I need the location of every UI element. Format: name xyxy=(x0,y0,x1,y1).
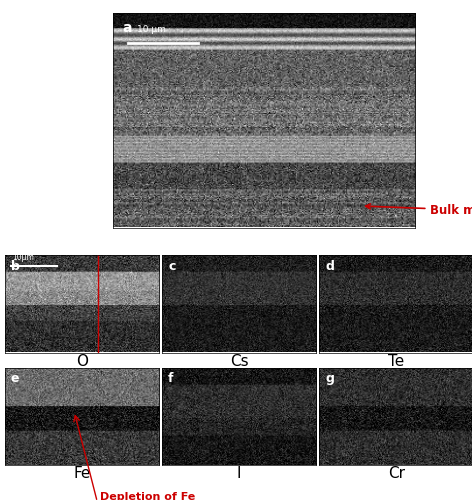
X-axis label: I: I xyxy=(237,466,241,481)
X-axis label: Cs: Cs xyxy=(230,354,248,369)
Text: f: f xyxy=(168,372,174,386)
Text: a: a xyxy=(122,21,132,35)
X-axis label: Cr: Cr xyxy=(388,466,405,481)
X-axis label: Te: Te xyxy=(388,354,405,369)
Text: c: c xyxy=(168,260,176,273)
Text: Depletion of Fe: Depletion of Fe xyxy=(101,492,196,500)
Text: Bulk material: Bulk material xyxy=(366,204,472,217)
Text: g: g xyxy=(325,372,334,386)
Text: e: e xyxy=(11,372,19,386)
Text: 10 μm: 10 μm xyxy=(137,25,166,34)
Text: b: b xyxy=(11,260,20,273)
Text: 10μm: 10μm xyxy=(12,253,34,262)
X-axis label: O: O xyxy=(76,354,88,369)
X-axis label: Fe: Fe xyxy=(73,466,91,481)
Text: d: d xyxy=(325,260,334,273)
